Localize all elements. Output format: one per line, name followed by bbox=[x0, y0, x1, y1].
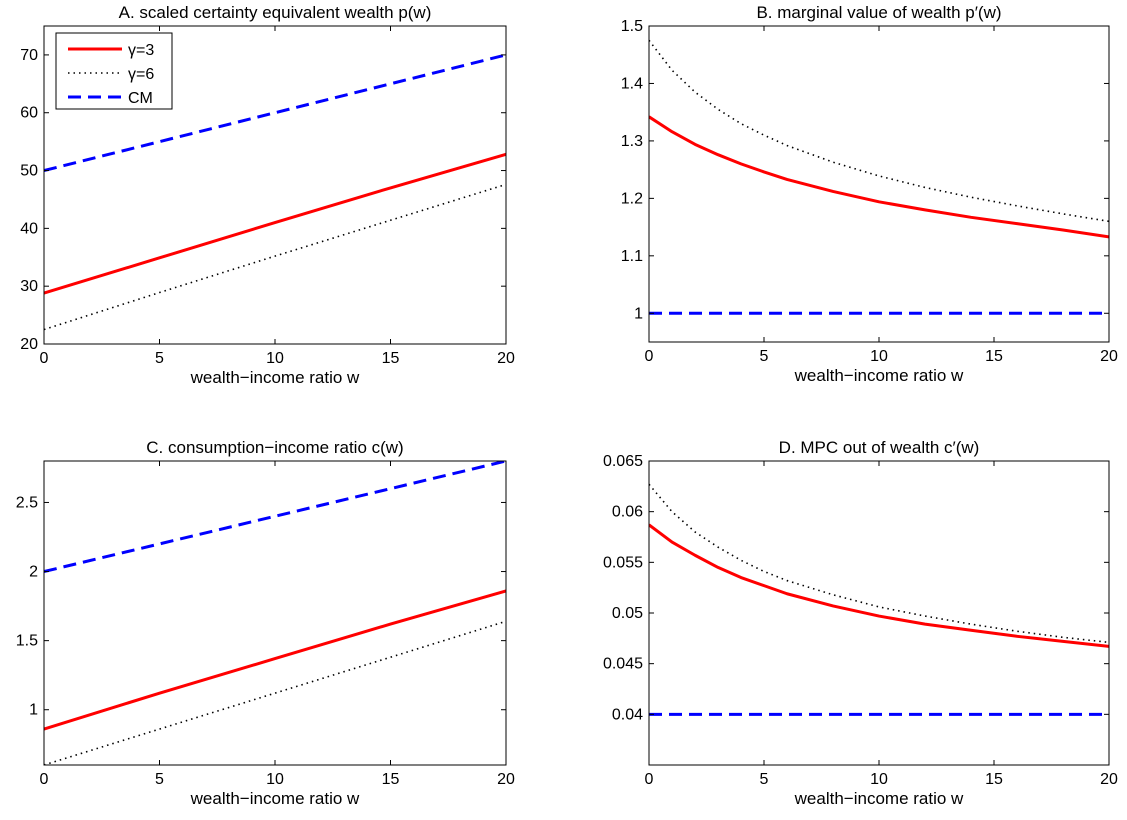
y-tick-label: 1.3 bbox=[621, 133, 643, 150]
x-tick-label: 5 bbox=[155, 771, 164, 788]
axes-box bbox=[648, 460, 1110, 766]
panel-b: 0 5 10 15 20 1 1.1 1.2 1.3 1.4 1.5 B. marginal valu… bbox=[621, 3, 1118, 385]
x-tick-label: 15 bbox=[382, 771, 400, 788]
legend-label: γ=3 bbox=[128, 42, 154, 59]
y-tick-label: 1.1 bbox=[621, 248, 643, 265]
x-tick-label: 5 bbox=[760, 771, 769, 788]
legend-label: CM bbox=[128, 90, 153, 107]
y-tick-label: 0.05 bbox=[612, 605, 643, 622]
panel-a: 0 5 10 15 20 20 30 40 50 60 70 A. scaled certainty … bbox=[20, 3, 515, 387]
y-tick-label: 0.045 bbox=[603, 656, 643, 673]
y-tick-label: 1 bbox=[634, 305, 643, 322]
series-line-dotted bbox=[649, 483, 1109, 644]
y-tick-label: 2.5 bbox=[16, 494, 38, 511]
series-line-dotted bbox=[44, 183, 506, 331]
chart-title: D. MPC out of wealth c′(w) bbox=[779, 438, 980, 457]
series-line-solid bbox=[44, 152, 506, 295]
y-tick-label: 40 bbox=[20, 220, 38, 237]
x-tick-label: 20 bbox=[1100, 348, 1118, 365]
series-line-solid bbox=[649, 115, 1109, 239]
x-tick-label: 5 bbox=[155, 350, 164, 367]
axes-box bbox=[648, 25, 1110, 343]
series-line-dashed bbox=[44, 461, 506, 574]
y-tick-label: 1.5 bbox=[621, 18, 643, 35]
x-tick-label: 0 bbox=[40, 350, 49, 367]
y-tick-label: 1.2 bbox=[621, 190, 643, 207]
y-tick-label: 0.065 bbox=[603, 453, 643, 470]
x-axis-label: wealth−income ratio w bbox=[190, 789, 360, 808]
x-tick-label: 10 bbox=[266, 771, 284, 788]
x-tick-label: 15 bbox=[985, 348, 1003, 365]
x-axis-label: wealth−income ratio w bbox=[794, 366, 964, 385]
legend: γ=3 γ=6 CM bbox=[55, 32, 173, 110]
x-tick-label: 10 bbox=[870, 771, 888, 788]
y-tick-label: 60 bbox=[20, 105, 38, 122]
y-tick-label: 50 bbox=[20, 163, 38, 180]
x-tick-label: 10 bbox=[870, 348, 888, 365]
legend-label: γ=6 bbox=[128, 66, 154, 83]
y-tick-label: 2 bbox=[29, 564, 38, 581]
y-tick-label: 20 bbox=[20, 336, 38, 353]
y-tick-label: 70 bbox=[20, 47, 38, 64]
y-tick-label: 1.4 bbox=[621, 75, 643, 92]
x-axis-label: wealth−income ratio w bbox=[794, 789, 964, 808]
chart-title: A. scaled certainty equivalent wealth p(… bbox=[119, 3, 432, 22]
series-line-solid bbox=[44, 589, 506, 731]
x-axis-label: wealth−income ratio w bbox=[190, 368, 360, 387]
x-tick-label: 20 bbox=[497, 771, 515, 788]
axes-box bbox=[43, 460, 507, 766]
x-tick-label: 15 bbox=[382, 350, 400, 367]
x-tick-label: 0 bbox=[645, 348, 654, 365]
x-tick-label: 0 bbox=[645, 771, 654, 788]
x-tick-label: 20 bbox=[497, 350, 515, 367]
panel-d: 0 5 10 15 20 0.04 0.045 0.05 0.055 0.06 0.065 D. MP… bbox=[603, 438, 1118, 808]
x-tick-label: 10 bbox=[266, 350, 284, 367]
y-tick-label: 0.06 bbox=[612, 504, 643, 521]
x-tick-label: 0 bbox=[40, 771, 49, 788]
y-tick-label: 0.055 bbox=[603, 554, 643, 571]
series-line-solid bbox=[649, 523, 1109, 648]
series-line-dotted bbox=[649, 39, 1109, 223]
series-line-dotted bbox=[44, 620, 506, 765]
x-tick-label: 5 bbox=[760, 348, 769, 365]
chart-title: C. consumption−income ratio c(w) bbox=[146, 438, 403, 457]
panel-c: 0 5 10 15 20 1 1.5 2 2.5 C. consumption−income ra… bbox=[16, 438, 515, 808]
y-tick-label: 1.5 bbox=[16, 633, 38, 650]
y-tick-label: 30 bbox=[20, 278, 38, 295]
x-tick-label: 20 bbox=[1100, 771, 1118, 788]
chart-title: B. marginal value of wealth p′(w) bbox=[756, 3, 1001, 22]
y-tick-label: 1 bbox=[29, 702, 38, 719]
x-tick-label: 15 bbox=[985, 771, 1003, 788]
y-tick-label: 0.04 bbox=[612, 706, 643, 723]
